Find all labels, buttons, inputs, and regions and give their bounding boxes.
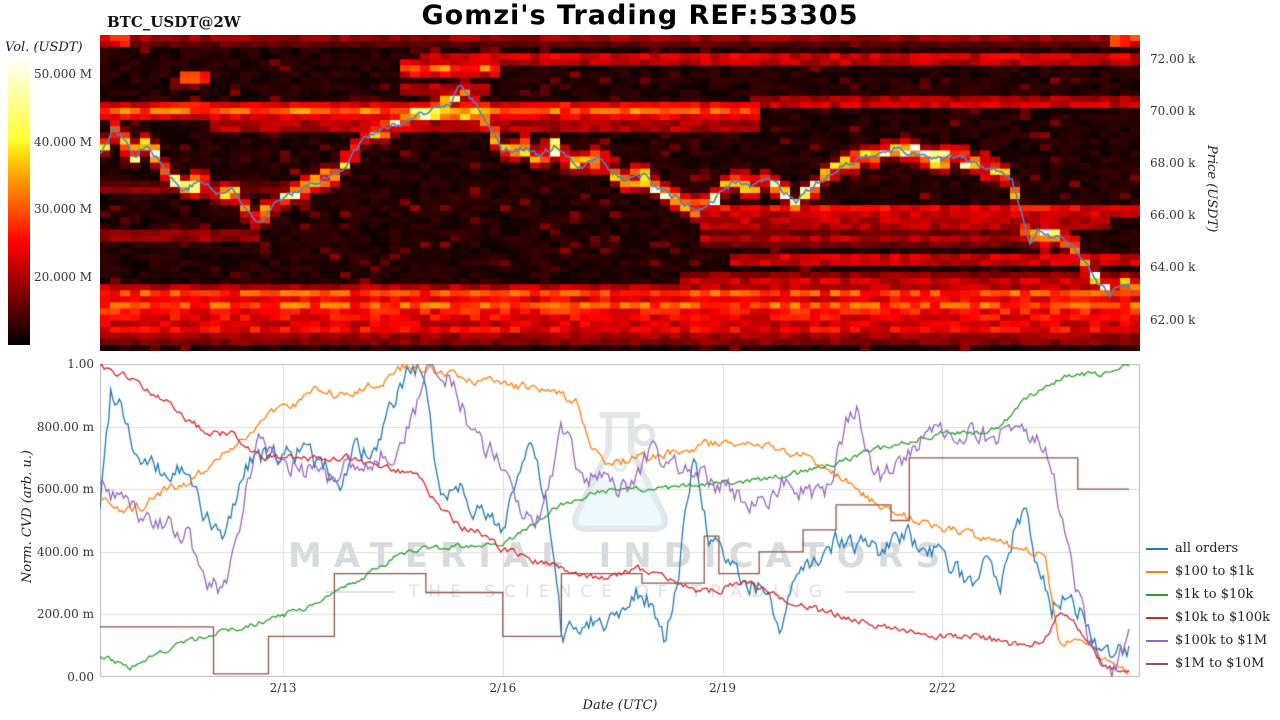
cvd-y-tick: 400.00 m <box>36 544 94 559</box>
price-tick: 70.00 k <box>1150 103 1196 118</box>
cvd-y-tick: 0.00 <box>67 670 94 684</box>
page-title: Gomzi's Trading REF:53305 <box>421 0 859 31</box>
cvd-y-tick: 200.00 m <box>36 607 94 622</box>
legend-swatch <box>1146 570 1168 573</box>
price-tick: 66.00 k <box>1150 208 1196 223</box>
date-axis-label: Date (UTC) <box>582 698 658 713</box>
price-tick: 64.00 k <box>1150 260 1196 275</box>
price-axis-label: Price (USDT) <box>1204 145 1219 233</box>
legend-item--1k-to-10k: $1k to $10k <box>1146 587 1270 602</box>
date-tick: 2/19 <box>709 681 736 695</box>
legend-swatch <box>1146 547 1168 550</box>
legend-label: $10k to $100k <box>1175 610 1270 625</box>
volume-colorbar <box>8 57 30 345</box>
cvd-y-tick: 600.00 m <box>36 482 94 497</box>
legend-swatch <box>1146 616 1168 619</box>
legend-label: $100k to $1M <box>1175 633 1268 648</box>
volume-heatmap-chart <box>100 35 1140 351</box>
legend-label: all orders <box>1175 541 1239 556</box>
price-tick: 72.00 k <box>1150 51 1196 66</box>
colorbar-tick: 30.000 M <box>34 202 93 217</box>
legend-item--100k-to-1m: $100k to $1M <box>1146 633 1270 648</box>
date-tick: 2/22 <box>928 681 956 695</box>
symbol-label: BTC_USDT@2W <box>107 13 241 31</box>
price-tick: 68.00 k <box>1150 155 1196 170</box>
cvd-y-tick: 800.00 m <box>36 419 94 434</box>
legend-swatch <box>1146 639 1168 642</box>
legend-swatch <box>1146 662 1168 665</box>
legend-item--10k-to-100k: $10k to $100k <box>1146 610 1270 625</box>
colorbar-tick: 50.000 M <box>34 66 93 81</box>
date-tick: 2/13 <box>269 681 297 695</box>
colorbar-label: Vol. (USDT) <box>5 40 83 55</box>
cvd-y-tick: 1.00 <box>67 357 94 371</box>
legend-item--1m-to-10m: $1M to $10M <box>1146 656 1270 671</box>
cvd-y-axis-label: Norm. CVD (arb. u.) <box>20 450 35 584</box>
legend-swatch <box>1146 593 1168 596</box>
colorbar-tick: 20.000 M <box>34 270 93 285</box>
price-tick: 62.00 k <box>1150 312 1196 327</box>
cvd-line-chart <box>100 364 1140 677</box>
legend-item-all-orders: all orders <box>1146 541 1270 556</box>
date-tick: 2/16 <box>489 681 517 695</box>
legend-label: $1k to $10k <box>1175 587 1254 602</box>
colorbar-tick: 40.000 M <box>34 134 93 149</box>
legend-item--100-to-1k: $100 to $1k <box>1146 564 1270 579</box>
legend-label: $1M to $10M <box>1175 656 1265 671</box>
legend-label: $100 to $1k <box>1175 564 1254 579</box>
legend: all orders $100 to $1k $1k to $10k $10k to … <box>1146 541 1270 671</box>
